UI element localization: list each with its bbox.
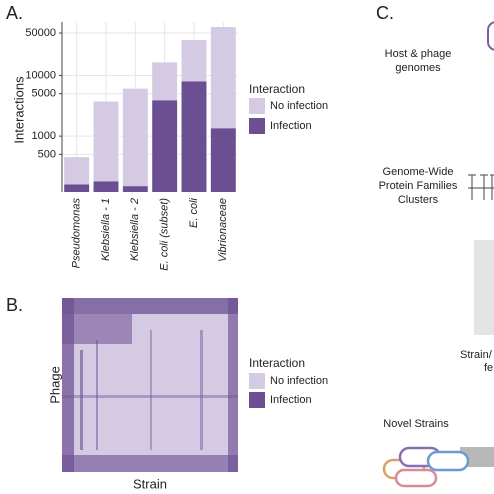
panel-label: A.	[6, 3, 23, 23]
legend-swatch	[249, 373, 265, 389]
heatmap-texture	[62, 395, 238, 398]
bar	[181, 81, 207, 192]
heatmap-texture	[96, 340, 98, 450]
x-tick-label: E. coli	[188, 197, 200, 228]
bar	[210, 128, 236, 192]
bar	[64, 157, 90, 185]
legend-title: Interaction	[249, 356, 305, 370]
diagram-text: Strain/	[460, 349, 493, 361]
heatmap-texture	[228, 298, 238, 472]
diagram-text: Protein Families	[379, 180, 458, 192]
heatmap	[62, 298, 238, 472]
diagram-text: Novel Strains	[383, 418, 449, 430]
bar	[93, 101, 119, 182]
y-tick-label: 10000	[25, 69, 56, 81]
y-tick-label: 50000	[25, 27, 56, 39]
bacteria-icons	[382, 446, 470, 488]
bar	[122, 88, 148, 187]
bar	[64, 184, 90, 192]
diagram-text: Clusters	[398, 194, 439, 206]
legend-label: Infection	[270, 394, 312, 406]
legend-swatch	[249, 98, 265, 114]
feature-block	[474, 240, 494, 335]
bar	[152, 62, 178, 101]
heatmap-texture	[62, 298, 238, 314]
y-axis-label: Phage	[47, 366, 62, 404]
genome-icon	[487, 21, 494, 51]
legend-swatch	[249, 118, 265, 134]
legend-label: No infection	[270, 100, 328, 112]
y-axis-label: Interactions	[11, 76, 26, 144]
diagram-text: fe	[484, 362, 493, 374]
legend-swatch	[249, 392, 265, 408]
x-tick-label: Klebsiella - 1	[100, 198, 112, 261]
heatmap-texture	[80, 350, 83, 450]
plot-bg	[62, 22, 238, 192]
x-tick-label: E. coli (subset)	[159, 198, 171, 271]
diagram-text: Genome-Wide	[383, 166, 454, 178]
heatmap-texture	[150, 330, 152, 450]
x-tick-label: Vibrionaceae	[217, 198, 229, 262]
cluster-icons	[468, 174, 494, 200]
bar	[181, 39, 207, 82]
x-tick-label: Pseudomonas	[71, 198, 83, 269]
legend-label: Infection	[270, 120, 312, 132]
y-tick-label: 500	[38, 148, 56, 160]
y-tick-label: 1000	[32, 130, 56, 142]
x-axis-label: Strain	[133, 476, 167, 491]
y-tick-label: 5000	[32, 88, 56, 100]
heatmap-texture	[200, 330, 203, 450]
bar	[93, 181, 119, 192]
bar	[122, 186, 148, 192]
bar	[210, 27, 236, 129]
heatmap-texture	[62, 455, 238, 472]
diagram-text: genomes	[395, 62, 441, 74]
bar	[152, 100, 178, 192]
panel-label: C.	[376, 3, 394, 23]
heatmap-texture	[62, 298, 74, 472]
x-tick-label: Klebsiella - 2	[129, 198, 141, 261]
legend-title: Interaction	[249, 82, 305, 96]
legend-label: No infection	[270, 375, 328, 387]
panel-label: B.	[6, 295, 23, 315]
diagram-text: Host & phage	[385, 48, 452, 60]
